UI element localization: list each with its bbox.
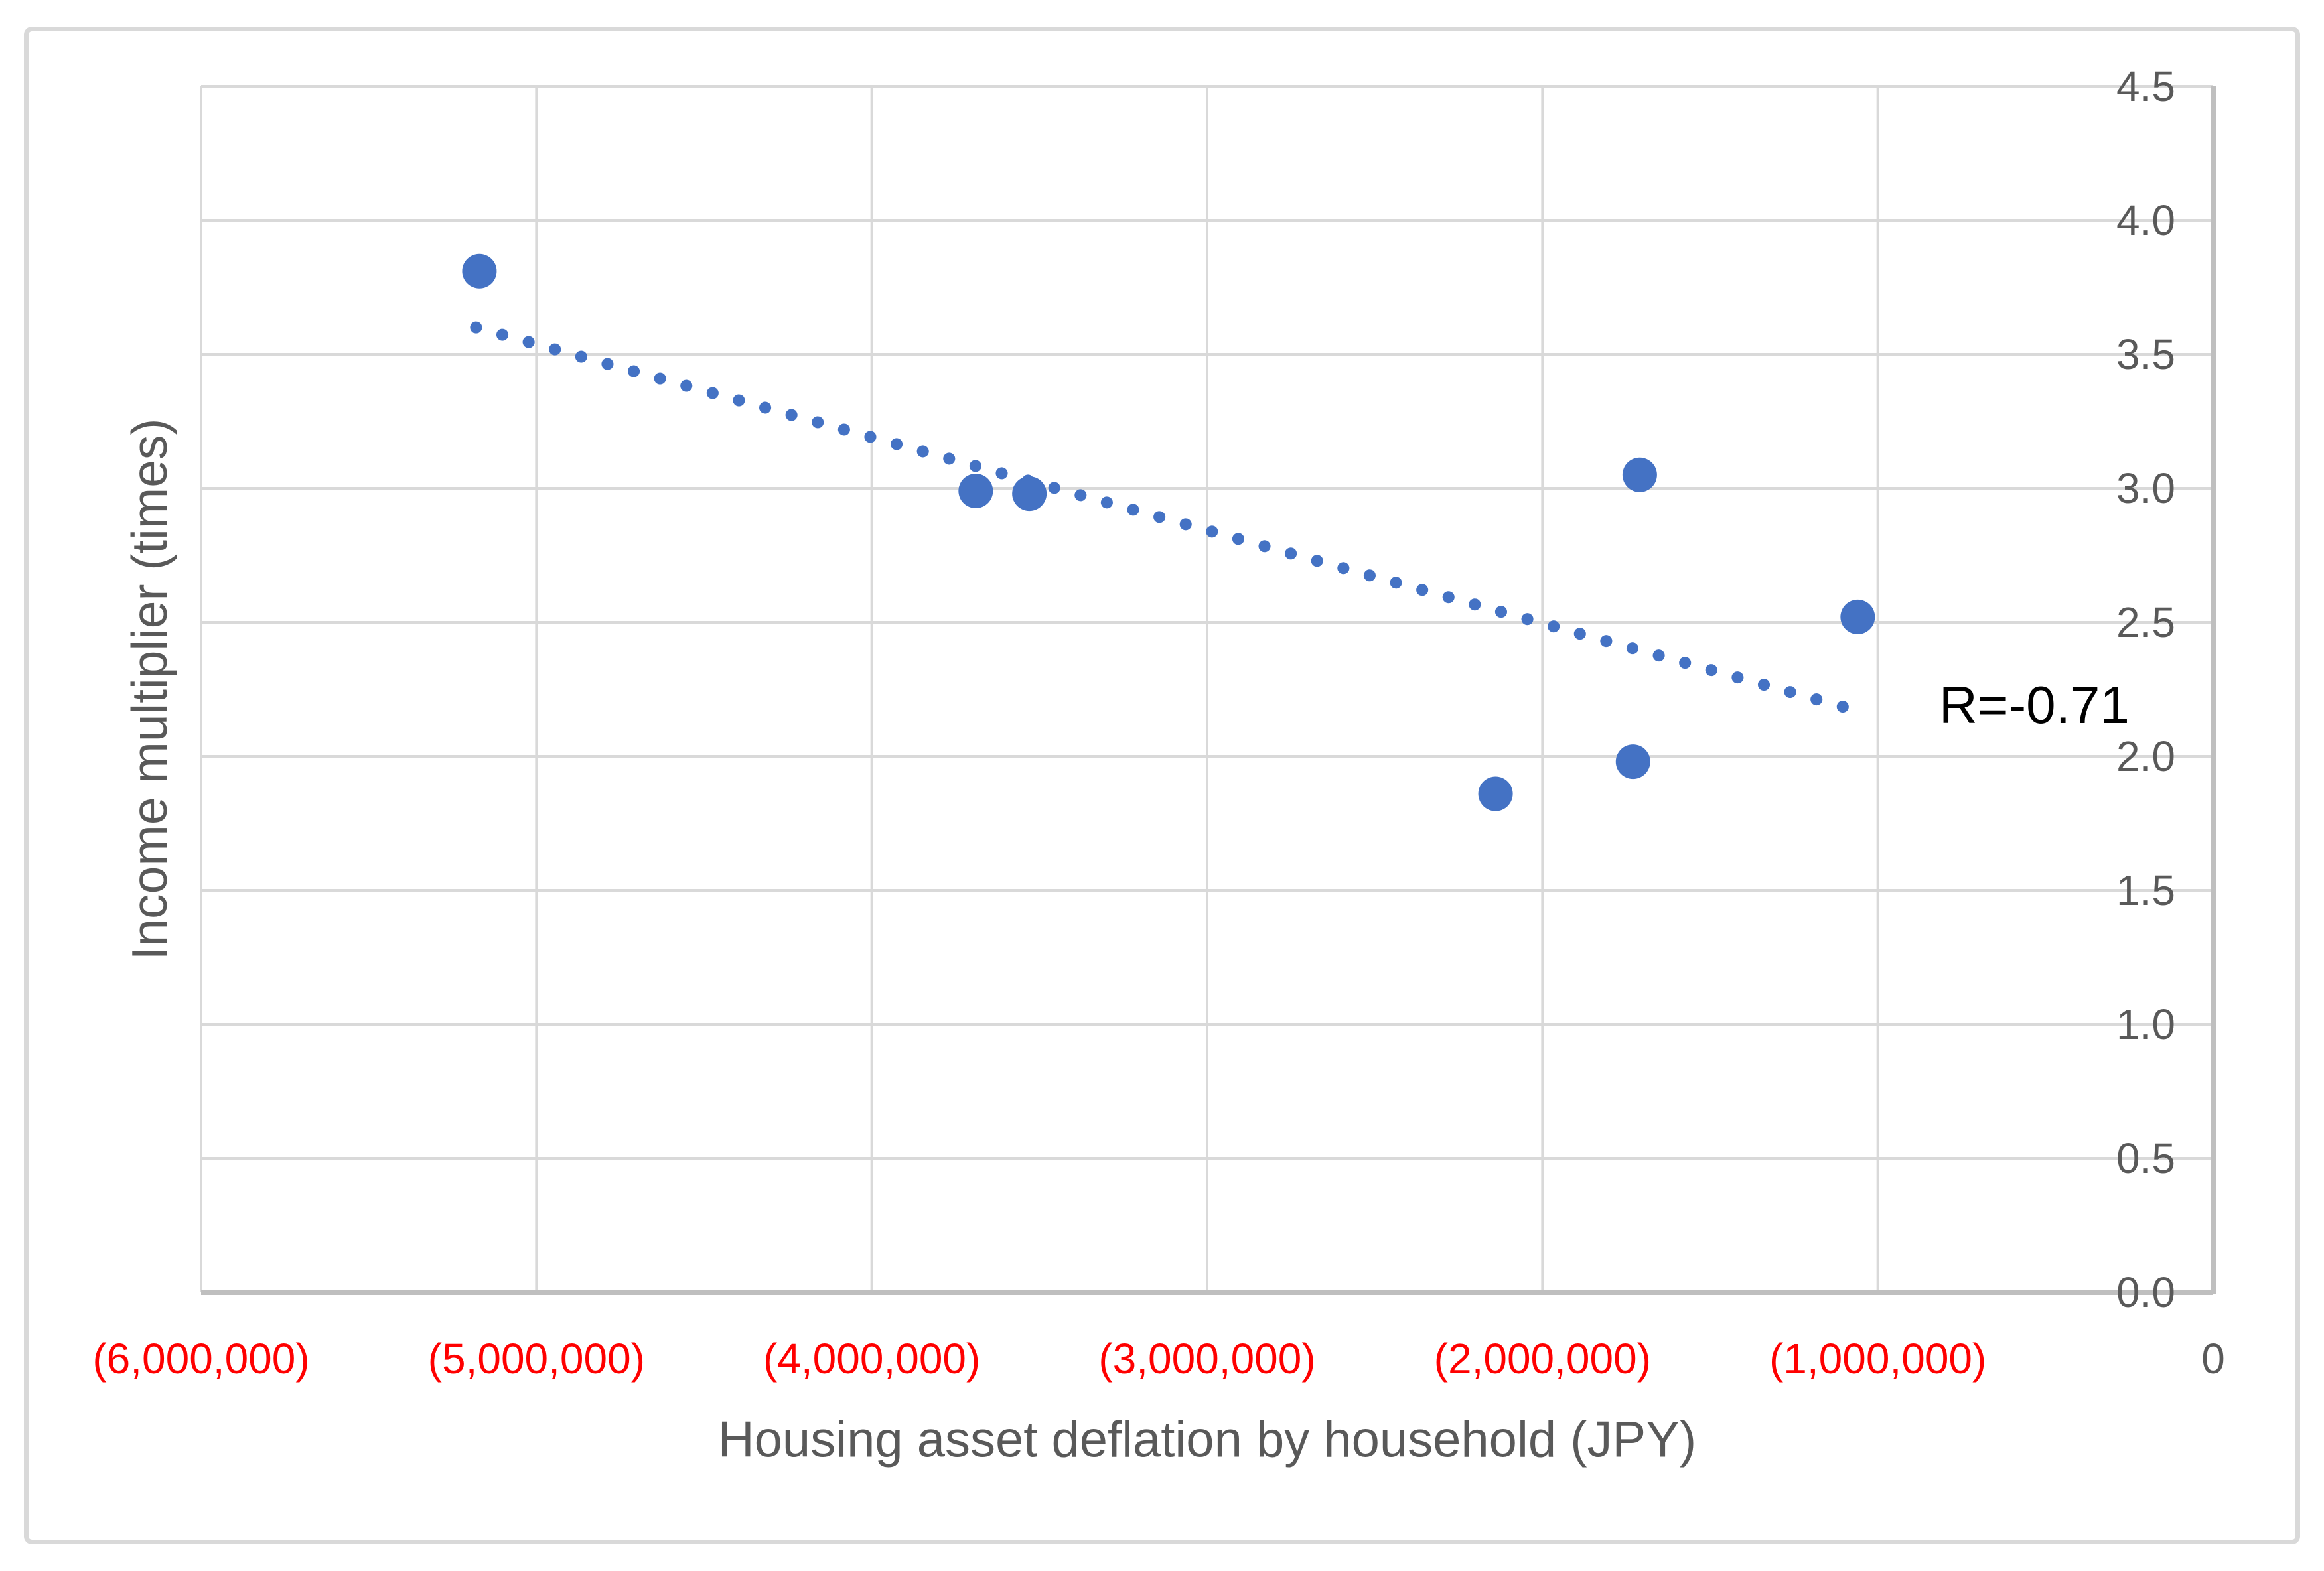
y-tick-label: 0.5	[2116, 1134, 2175, 1182]
figure-border	[24, 27, 2300, 1544]
trendline	[470, 321, 1864, 717]
data-point	[958, 474, 993, 509]
y-tick-label: 1.0	[2116, 1000, 2175, 1048]
data-point	[462, 253, 497, 289]
y-tick-label: 4.5	[2116, 62, 2175, 110]
data-point	[1478, 776, 1513, 811]
data-point	[1012, 476, 1047, 512]
data-point	[1615, 744, 1650, 780]
x-tick-label: (2,000,000)	[1433, 1335, 1651, 1383]
y-tick-label: 0.0	[2116, 1268, 2175, 1316]
x-axis-title: Housing asset deflation by household (JP…	[717, 1411, 1697, 1468]
y-tick-label: 4.0	[2116, 196, 2175, 244]
x-tick-label: (6,000,000)	[92, 1335, 310, 1383]
y-tick-label: 2.0	[2116, 732, 2175, 780]
data-point	[1840, 599, 1875, 634]
y-axis-title: Income multiplier (times)	[121, 418, 177, 961]
data-point	[1622, 457, 1657, 492]
y-tick-label: 3.0	[2116, 464, 2175, 512]
correlation-annotation: R=-0.71	[1939, 675, 2130, 734]
x-tick-label: (1,000,000)	[1769, 1335, 1987, 1383]
y-tick-label: 3.5	[2116, 330, 2175, 378]
x-tick-label: 0	[2201, 1335, 2225, 1383]
x-tick-label: (4,000,000)	[763, 1335, 981, 1383]
y-tick-label: 2.5	[2116, 598, 2175, 646]
x-tick-label: (3,000,000)	[1098, 1335, 1316, 1383]
y-tick-label: 1.5	[2116, 866, 2175, 914]
x-tick-label: (5,000,000)	[427, 1335, 645, 1383]
